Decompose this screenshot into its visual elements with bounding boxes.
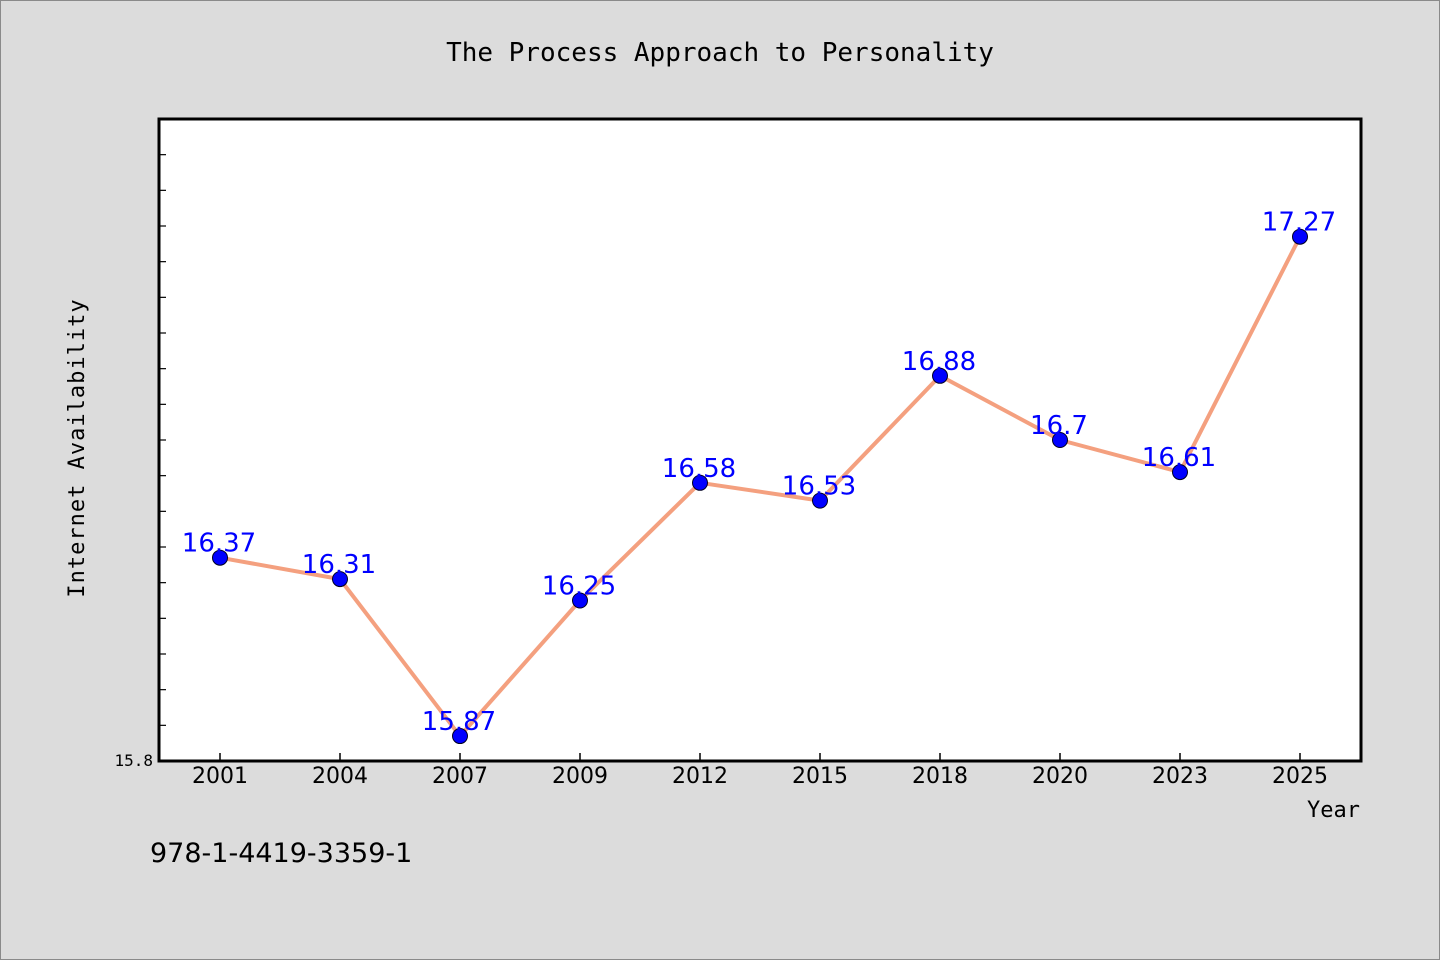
data-label: 16.61 xyxy=(1142,443,1216,473)
data-point-marker xyxy=(692,474,708,491)
data-label: 16.37 xyxy=(182,529,256,559)
x-tick-label: 2023 xyxy=(1152,764,1208,789)
y-tick-label: 15.8 xyxy=(114,751,153,770)
x-tick-label: 2020 xyxy=(1032,764,1088,789)
x-tick-label: 2004 xyxy=(312,764,368,789)
data-point-marker xyxy=(1052,432,1068,448)
x-axis-title: Year xyxy=(1307,798,1360,823)
data-label: 15.87 xyxy=(422,707,496,737)
y-axis-ticks: 15.8 xyxy=(114,154,166,770)
x-tick-label: 2001 xyxy=(192,764,248,789)
data-label: 16.25 xyxy=(542,572,616,602)
data-point-marker xyxy=(1172,464,1188,481)
data-point-marker xyxy=(332,571,348,588)
data-label-layer: 16.37 16.31 15.87 16.25 16.58 16.53 16.88 16.7 1… xyxy=(182,208,1336,737)
data-point-marker xyxy=(1292,228,1308,245)
data-point-marker xyxy=(452,728,468,745)
data-label: 16.88 xyxy=(902,347,976,377)
data-label: 16.53 xyxy=(782,472,856,502)
x-tick-label: 2012 xyxy=(672,764,728,789)
series-layer xyxy=(212,228,1308,745)
data-point-marker xyxy=(212,549,228,566)
x-tick-label: 2025 xyxy=(1272,764,1328,789)
x-tick-label: 2007 xyxy=(432,764,488,789)
data-point-marker xyxy=(932,367,948,384)
x-tick-label: 2009 xyxy=(552,764,608,789)
chart-title: The Process Approach to Personality xyxy=(446,38,994,68)
data-label: 16.7 xyxy=(1030,411,1088,441)
data-label: 16.58 xyxy=(662,454,736,484)
x-tick-label: 2018 xyxy=(912,764,968,789)
footer-code: 978-1-4419-3359-1 xyxy=(150,838,412,869)
data-label: 16.31 xyxy=(302,550,376,580)
x-tick-label: 2015 xyxy=(792,764,848,789)
plot-area xyxy=(157,117,1363,763)
x-axis-ticks: 2001 2004 2007 2009 2012 2015 2018 2020 2023 2025 xyxy=(192,753,1328,789)
data-point-marker xyxy=(572,592,588,609)
data-label: 17.27 xyxy=(1262,208,1336,238)
data-point-marker xyxy=(812,492,828,509)
series-line xyxy=(218,234,1302,739)
y-axis-title: Internet Availability xyxy=(65,298,90,597)
